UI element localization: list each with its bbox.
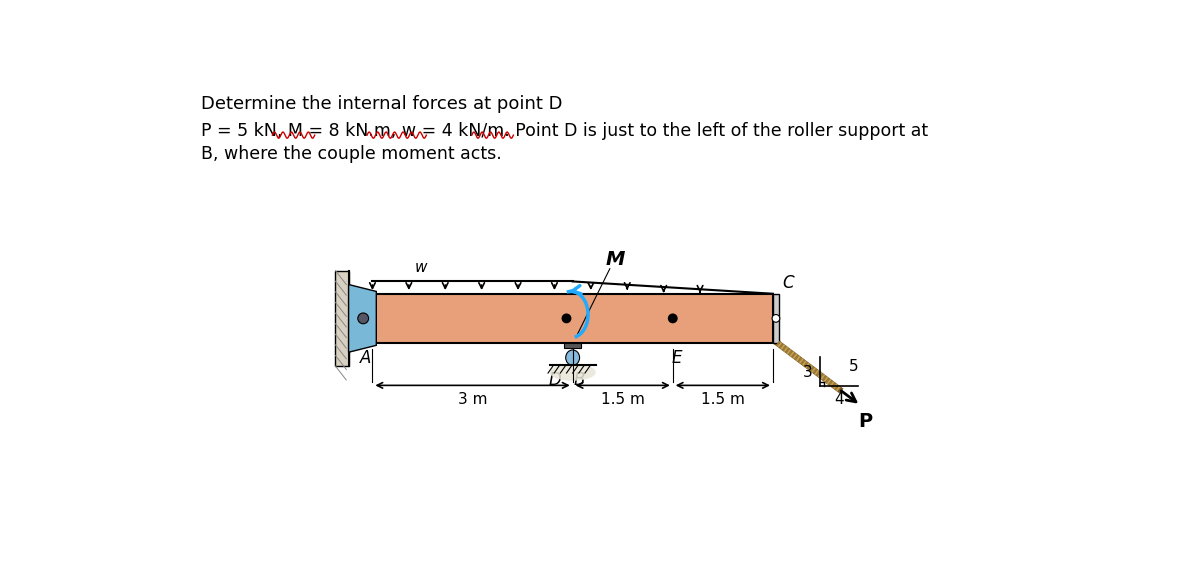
Polygon shape bbox=[348, 285, 377, 352]
Text: 5: 5 bbox=[850, 359, 859, 373]
Bar bbox=[336, 271, 349, 366]
Text: Determine the internal forces at point D: Determine the internal forces at point D bbox=[200, 95, 563, 113]
Text: B, where the couple moment acts.: B, where the couple moment acts. bbox=[200, 145, 502, 163]
Text: 1.5 m: 1.5 m bbox=[701, 392, 745, 407]
Circle shape bbox=[668, 314, 677, 323]
Text: P = 5 kN, M = 8 kN.m, w = 4 kN/m. Point D is just to the left of the roller supp: P = 5 kN, M = 8 kN.m, w = 4 kN/m. Point … bbox=[200, 122, 928, 140]
Ellipse shape bbox=[565, 350, 580, 365]
Text: 4: 4 bbox=[834, 392, 844, 407]
Bar bbox=[372, 294, 773, 343]
Text: 1.5 m: 1.5 m bbox=[601, 392, 644, 407]
Text: E: E bbox=[671, 349, 682, 367]
Text: w: w bbox=[415, 260, 427, 275]
Circle shape bbox=[358, 313, 368, 324]
Ellipse shape bbox=[550, 364, 595, 381]
Bar bbox=[564, 343, 581, 348]
Bar bbox=[773, 294, 779, 343]
Text: D: D bbox=[548, 371, 562, 389]
Text: P: P bbox=[858, 411, 872, 430]
Text: 3 m: 3 m bbox=[458, 392, 487, 407]
Circle shape bbox=[563, 314, 571, 323]
Text: 3: 3 bbox=[803, 365, 812, 380]
Text: A: A bbox=[360, 349, 371, 367]
Circle shape bbox=[772, 315, 780, 322]
Text: B: B bbox=[574, 371, 584, 389]
Text: C: C bbox=[782, 274, 793, 292]
Text: M: M bbox=[605, 251, 625, 269]
